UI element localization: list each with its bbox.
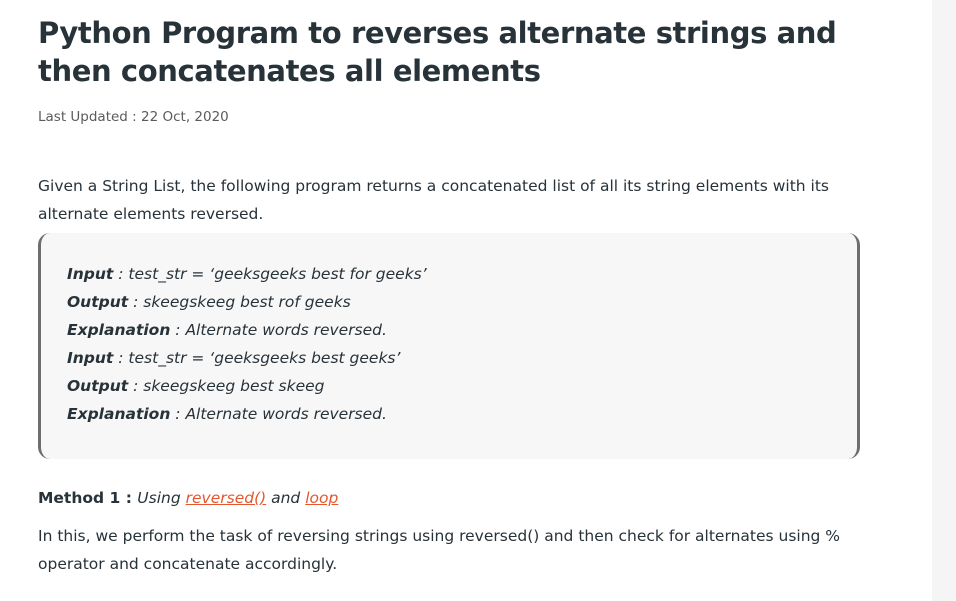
page-title: Python Program to reverses alternate str… bbox=[38, 16, 837, 88]
example-value: skeegskeeg best rof geeks bbox=[143, 293, 351, 311]
method-1-description: In this, we perform the task of reversin… bbox=[38, 527, 841, 573]
example-value: test_str = ‘geeksgeeks best for geeks’ bbox=[128, 265, 427, 283]
example-key: Input bbox=[67, 265, 114, 283]
example-line-explanation-1: Explanation : Alternate words reversed. bbox=[67, 321, 387, 339]
example-line-output-1: Output : skeegskeeg best rof geeks bbox=[67, 293, 351, 311]
example-key: Output bbox=[67, 377, 129, 395]
intro-paragraph: Given a String List, the following progr… bbox=[38, 177, 829, 223]
article-content: Python Program to reverses alternate str… bbox=[38, 0, 868, 573]
example-block: Input : test_str = ‘geeksgeeks best for … bbox=[38, 233, 860, 459]
example-line-explanation-2: Explanation : Alternate words reversed. bbox=[67, 405, 387, 423]
last-updated-label: Last Updated : bbox=[38, 109, 142, 125]
example-line-output-2: Output : skeegskeeg best skeeg bbox=[67, 377, 325, 395]
example-value: skeegskeeg best skeeg bbox=[143, 377, 325, 395]
example-key: Input bbox=[67, 349, 114, 367]
example-line-input-2: Input : test_str = ‘geeksgeeks best geek… bbox=[67, 349, 401, 367]
last-updated: Last Updated : 22 Oct, 2020 bbox=[38, 108, 868, 126]
example-line-input-1: Input : test_str = ‘geeksgeeks best for … bbox=[67, 265, 427, 283]
right-sidebar-rail bbox=[932, 0, 956, 601]
example-key: Output bbox=[67, 293, 129, 311]
method-1-heading: Method 1 : Using reversed() and loop bbox=[38, 489, 339, 507]
example-value: Alternate words reversed. bbox=[185, 405, 387, 423]
reversed-link[interactable]: reversed() bbox=[185, 489, 267, 507]
example-value: Alternate words reversed. bbox=[185, 321, 387, 339]
example-value: test_str = ‘geeksgeeks best geeks’ bbox=[128, 349, 401, 367]
example-key: Explanation bbox=[67, 405, 171, 423]
example-key: Explanation bbox=[67, 321, 171, 339]
last-updated-date: 22 Oct, 2020 bbox=[141, 109, 229, 125]
loop-link[interactable]: loop bbox=[305, 489, 339, 507]
method-label: Method 1 : bbox=[38, 489, 138, 507]
